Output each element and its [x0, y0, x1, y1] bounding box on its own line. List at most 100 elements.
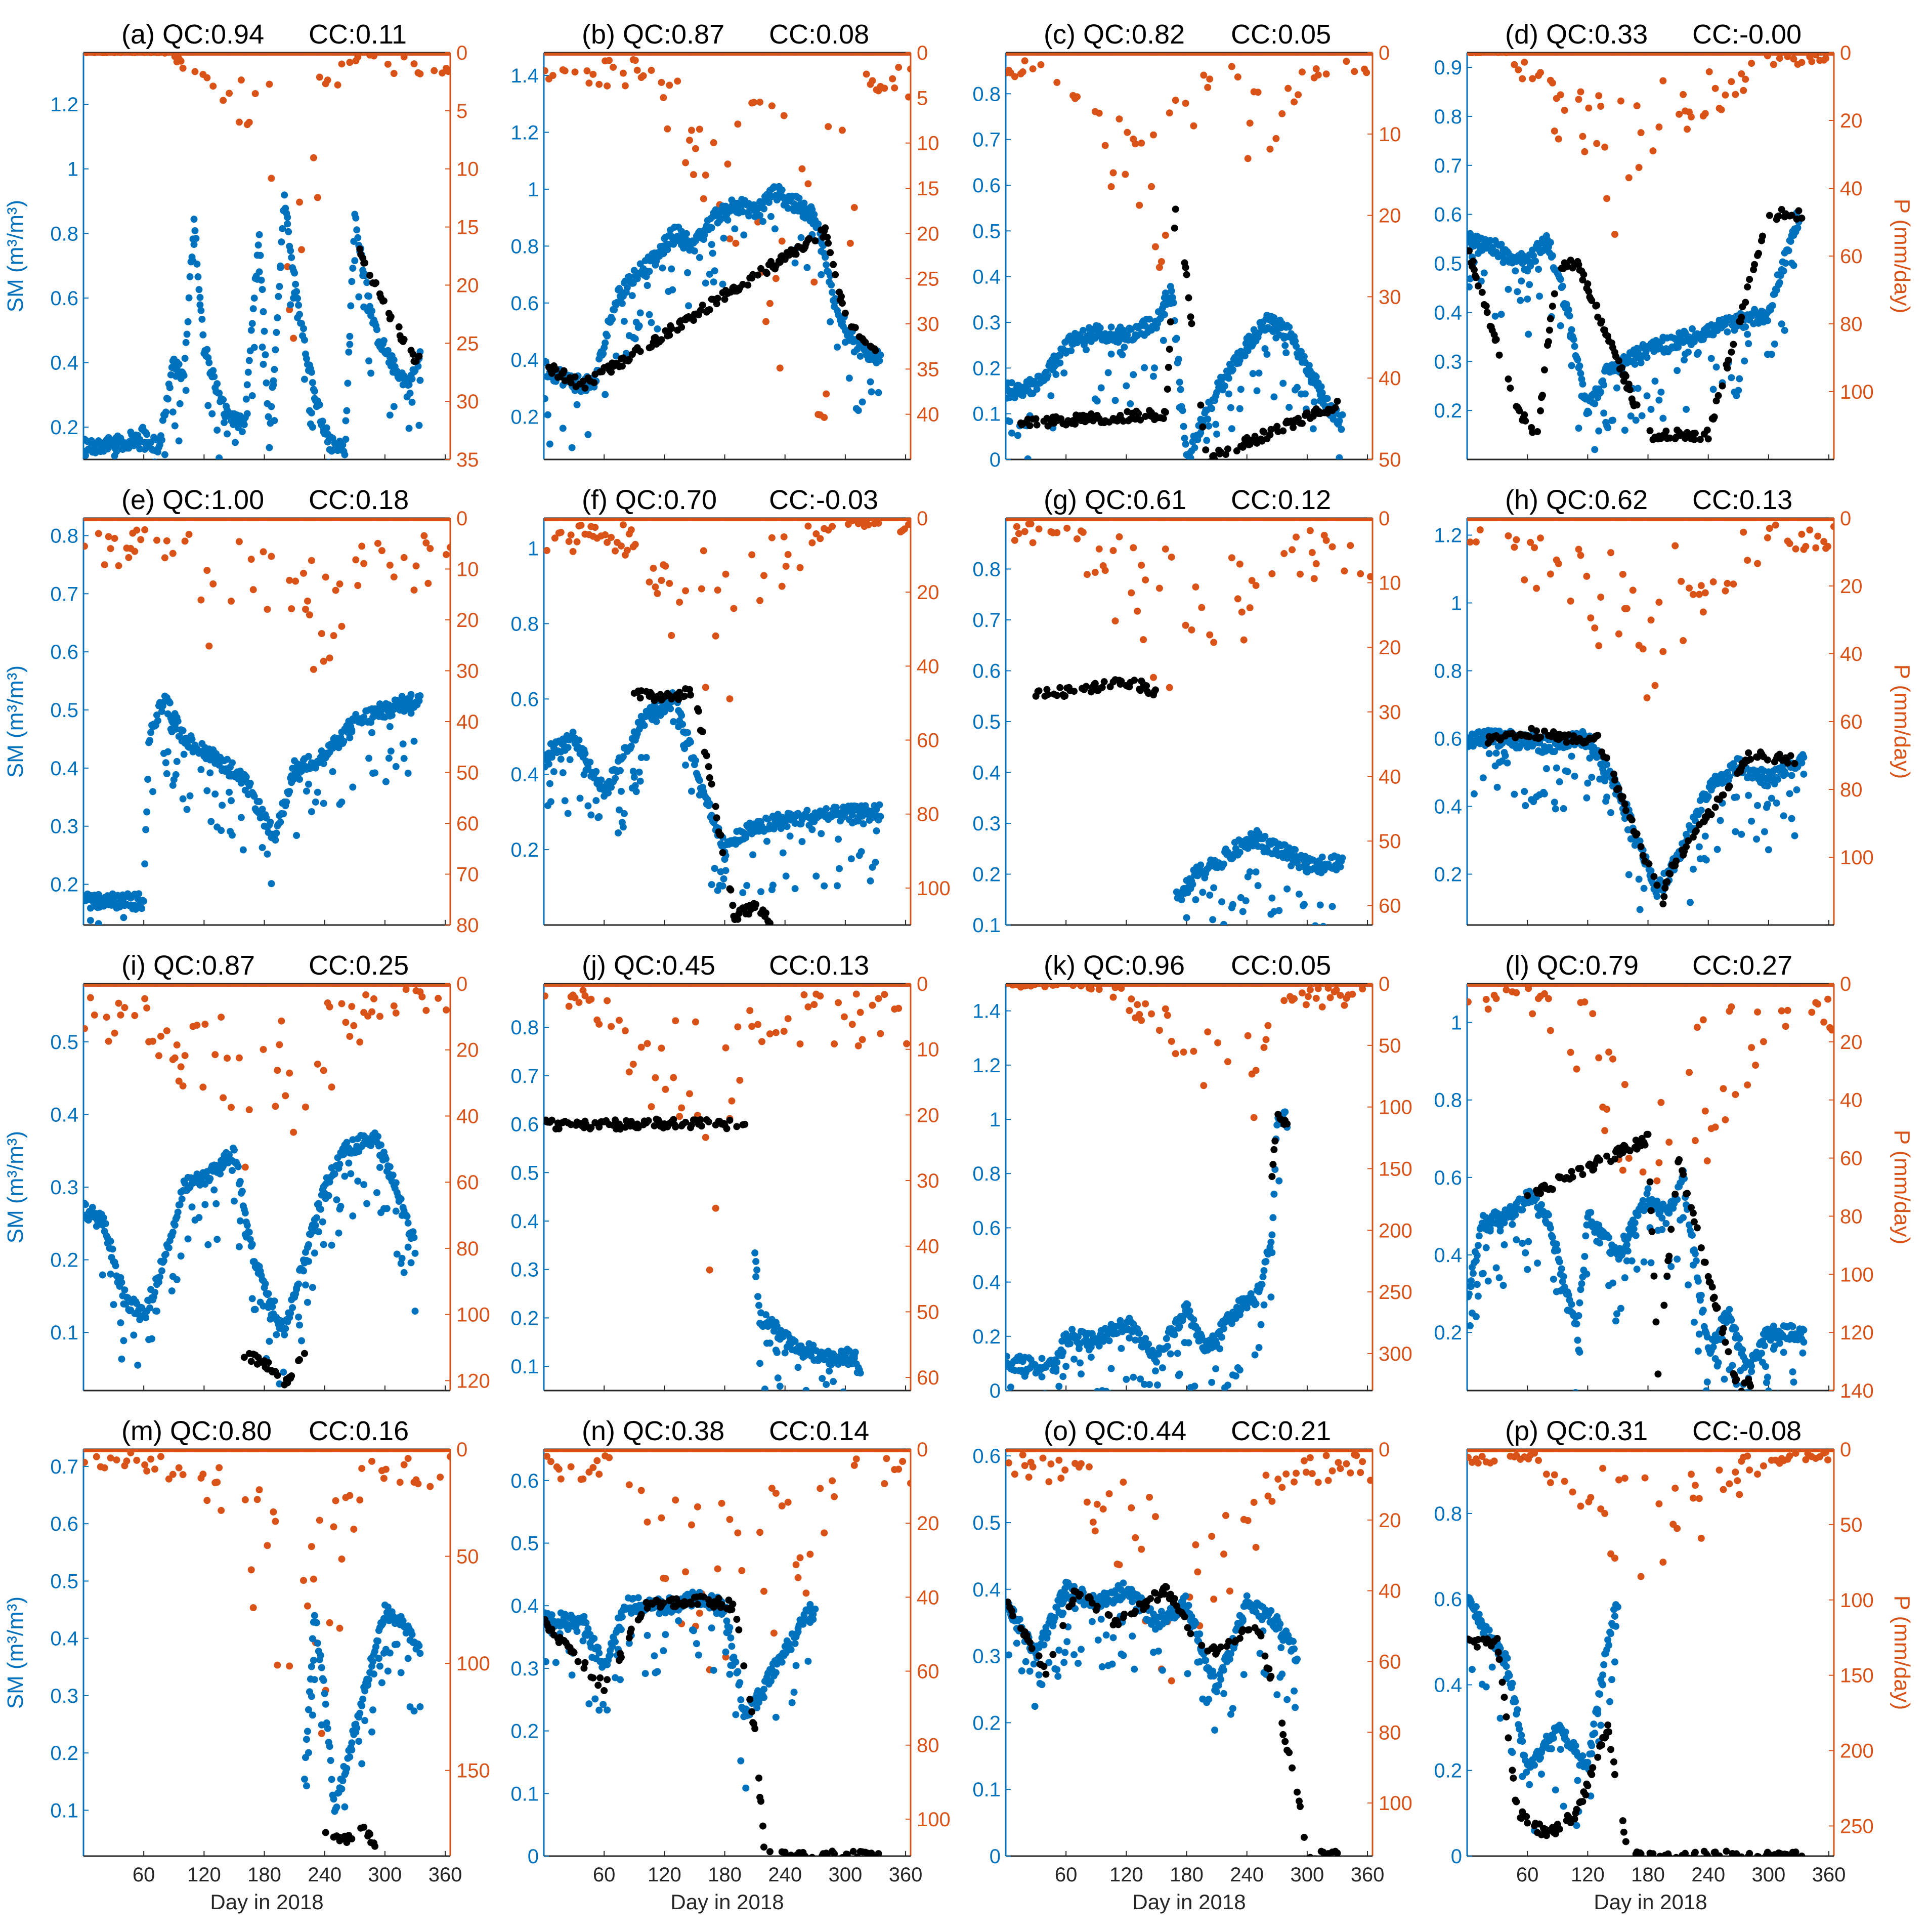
sm-point — [295, 302, 302, 309]
sm-point — [190, 216, 197, 223]
sm-point — [1568, 326, 1575, 333]
precip-point — [895, 64, 902, 71]
panel-cc: CC:-0.00 — [1692, 19, 1802, 50]
sm-point — [105, 953, 112, 960]
flagged-point — [678, 324, 685, 331]
flagged-point — [825, 240, 832, 247]
sm-point — [1024, 455, 1032, 463]
sm-point — [229, 759, 236, 766]
precip-point — [1116, 115, 1123, 122]
sm-point — [1559, 283, 1566, 290]
sm-point — [104, 490, 111, 497]
sm-point — [1338, 426, 1345, 433]
flagged-point — [852, 324, 859, 331]
sm-point — [867, 379, 874, 386]
flagged-point — [1505, 375, 1512, 383]
sm-point — [122, 937, 129, 944]
sm-point — [1659, 415, 1666, 422]
sm-point — [166, 384, 174, 391]
precip-point — [702, 172, 709, 179]
sm-point — [1008, 430, 1015, 437]
sm-point — [363, 279, 370, 286]
flagged-point — [366, 272, 373, 279]
left-tick-label: 0.2 — [1434, 400, 1462, 422]
flagged-point — [372, 279, 379, 286]
precip-point — [1636, 164, 1643, 171]
sm-point — [186, 295, 193, 302]
sm-point — [264, 851, 271, 858]
sm-point — [1201, 480, 1208, 487]
sm-point — [1034, 386, 1041, 393]
panel-marks — [81, 515, 454, 972]
flagged-point — [401, 336, 408, 343]
panel-marks — [81, 49, 453, 521]
sm-point — [344, 380, 351, 387]
right-tick-label: 25 — [917, 268, 939, 290]
flagged-point — [658, 336, 665, 343]
sm-point — [1301, 353, 1308, 360]
sm-point — [244, 410, 251, 417]
precip-point — [209, 580, 217, 587]
left-tick-label: 0.2 — [510, 839, 539, 861]
sm-point — [1310, 425, 1317, 432]
sm-point — [271, 417, 278, 424]
sm-point — [846, 374, 853, 382]
sm-point — [197, 307, 204, 314]
sm-point — [1535, 266, 1542, 273]
sm-point — [709, 249, 716, 257]
sm-point — [140, 898, 147, 905]
precip-point — [191, 68, 198, 75]
sm-point — [1067, 347, 1075, 354]
precip-point — [583, 67, 590, 74]
sm-point — [1170, 299, 1177, 306]
sm-point — [257, 252, 264, 259]
sm-point — [1302, 390, 1309, 397]
sm-point — [371, 769, 378, 776]
sm-point — [288, 254, 295, 261]
sm-point — [158, 436, 165, 443]
sm-point — [143, 469, 150, 476]
sm-point — [1311, 398, 1318, 405]
precip-point — [356, 49, 363, 56]
flagged-point — [1534, 428, 1541, 435]
flagged-point — [842, 310, 849, 317]
panel-title: (b) QC:0.87 — [582, 19, 724, 50]
precip-point — [688, 127, 695, 134]
sm-point — [316, 401, 323, 408]
sm-point — [319, 471, 326, 478]
precip-point — [640, 72, 647, 79]
flagged-point — [1549, 303, 1556, 310]
precip-point — [161, 554, 168, 561]
flagged-point — [839, 300, 846, 307]
panel-marks — [1465, 49, 1837, 468]
precip-point — [103, 49, 110, 56]
sm-point — [1505, 286, 1512, 293]
panel-title: (a) QC:0.94 — [121, 19, 264, 50]
precip-point — [589, 71, 596, 78]
left-tick-label: 0.4 — [972, 266, 1001, 288]
sm-point — [569, 444, 576, 451]
precip-point — [1688, 113, 1695, 120]
right-tick-label: 100 — [917, 877, 951, 900]
left-tick-label: 0.5 — [1434, 253, 1462, 275]
sm-point — [303, 787, 310, 794]
sm-point — [1713, 363, 1720, 370]
precip-point — [1150, 132, 1157, 139]
precip-point — [869, 77, 876, 84]
left-tick-label: 0 — [990, 449, 1001, 471]
left-tick-label: 0.3 — [50, 816, 78, 838]
sm-point — [311, 388, 318, 395]
sm-point — [273, 329, 280, 336]
sm-point — [176, 437, 183, 444]
sm-point — [544, 411, 551, 418]
precip-point — [153, 537, 160, 544]
sm-point — [1600, 382, 1607, 389]
precip-point — [117, 49, 124, 56]
sm-point — [238, 814, 245, 821]
precip-point — [1291, 99, 1298, 106]
precip-point — [1706, 68, 1713, 75]
sm-point — [1695, 349, 1702, 356]
sm-point — [400, 740, 407, 747]
precip-point — [1561, 107, 1568, 114]
precip-point — [1234, 73, 1241, 80]
